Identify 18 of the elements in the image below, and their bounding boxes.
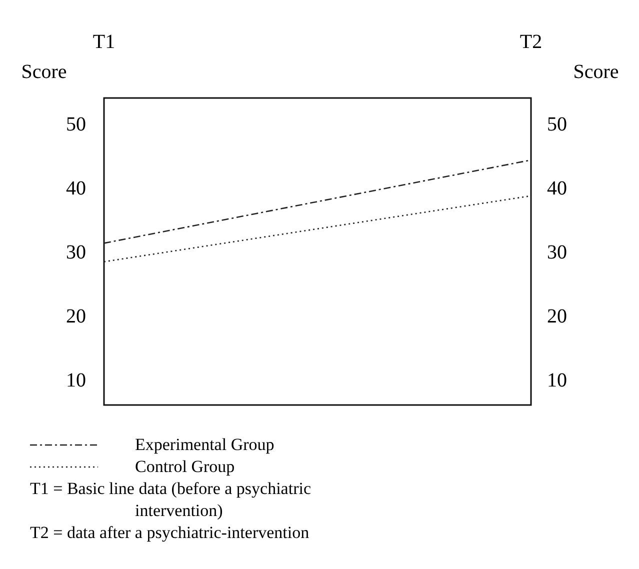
y-tick-label: 30	[66, 242, 86, 264]
y-tick-label: 50	[66, 114, 86, 136]
x-tick-label: T1	[92, 31, 116, 53]
y2-tick-label: 30	[547, 242, 567, 264]
legend-label: Experimental Group	[135, 435, 274, 454]
y-tick-label: 40	[66, 178, 86, 200]
y2-axis-title: Score	[573, 61, 619, 83]
text: T2 = data after a psychiatric-intervention	[30, 523, 310, 542]
y2-tick-label: 20	[547, 305, 567, 328]
text: T1 = Basic line data (before a psychiatric intervention)	[30, 479, 312, 520]
y2-tick-label: 50	[547, 114, 567, 136]
y2-tick-label: 10	[547, 369, 567, 392]
x-tick-label: T2	[520, 31, 542, 53]
y-axis-title: Score	[21, 61, 67, 83]
y-tick-label: 10	[66, 369, 86, 392]
legend-label: Control Group	[135, 457, 235, 476]
y2-tick-label: 40	[547, 178, 567, 200]
y-tick-label: 20	[66, 305, 86, 328]
